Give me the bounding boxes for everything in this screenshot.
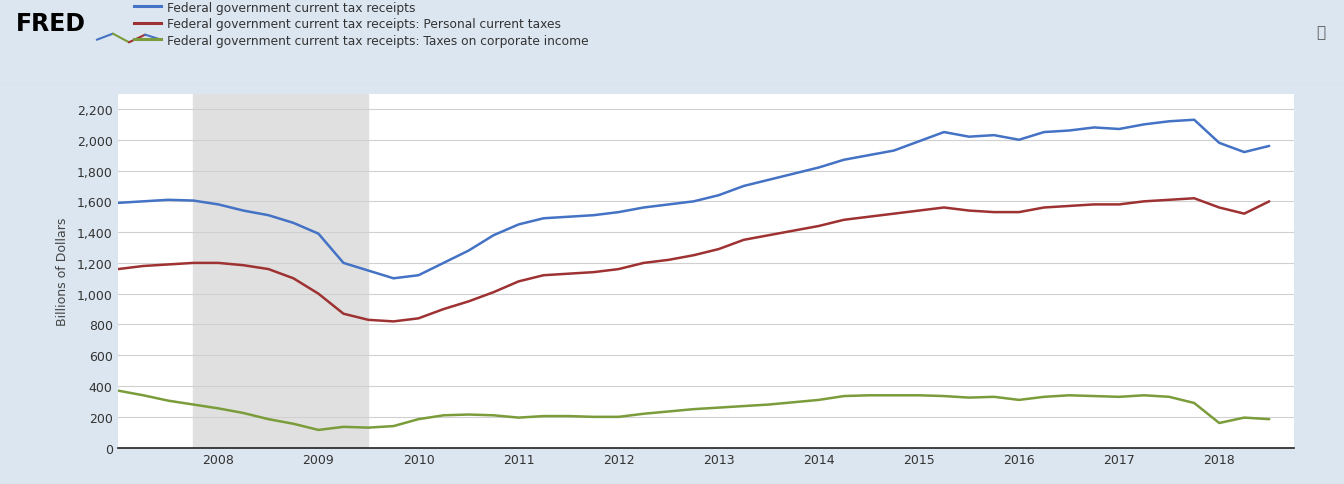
Legend: Federal government current tax receipts, Federal government current tax receipts: Federal government current tax receipts,… bbox=[134, 2, 589, 47]
Bar bbox=[194, 94, 368, 448]
Text: FRED: FRED bbox=[16, 12, 86, 36]
Text: ⛶: ⛶ bbox=[1317, 25, 1325, 40]
Y-axis label: Billions of Dollars: Billions of Dollars bbox=[55, 217, 69, 325]
